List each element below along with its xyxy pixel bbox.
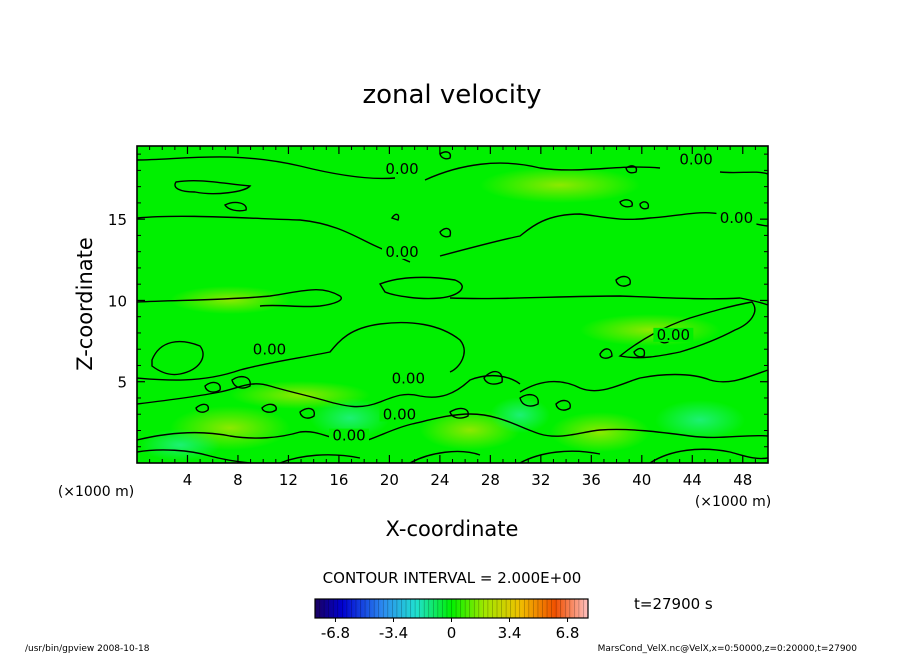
y-tick-label-15: 15 <box>108 211 127 229</box>
contour-label-bg <box>249 342 290 357</box>
y-axis: 5 10 15 <box>108 211 768 392</box>
time-label: t=27900 s <box>634 595 713 613</box>
contour-label: 0.00 <box>720 209 753 227</box>
x-axis: 4 8 12 16 20 24 28 32 36 40 44 48 <box>183 146 752 489</box>
colorbar-bands <box>319 599 584 618</box>
x-tick-label-44: 44 <box>683 471 702 489</box>
plot-area: 0.00 0.00 0.00 0.00 0.00 0.00 0.00 0.00 0.00 <box>136 145 769 464</box>
footer-left: /usr/bin/gpview 2008-10-18 <box>25 644 150 654</box>
contour-label: 0.00 <box>383 405 416 423</box>
x-tick-label-36: 36 <box>582 471 601 489</box>
field-shading <box>140 167 745 461</box>
contour-label: 0.00 <box>392 370 425 388</box>
y-tick-label-5: 5 <box>117 374 127 392</box>
x-tick-label-20: 20 <box>380 471 399 489</box>
colorbar: -6.8 -3.4 0 3.4 6.8 <box>314 598 589 642</box>
colorbar-tick-label: -3.4 <box>379 624 408 642</box>
contour-label: 0.00 <box>253 340 286 358</box>
x-tick-label-8: 8 <box>233 471 243 489</box>
colorbar-tick-label: -6.8 <box>321 624 350 642</box>
contour-label: 0.00 <box>385 243 418 261</box>
contour-interval-text: CONTOUR INTERVAL = 2.000E+00 <box>323 569 582 587</box>
y-axis-unit: (×1000 m) <box>58 484 134 500</box>
x-axis-unit: (×1000 m) <box>695 494 771 510</box>
colorbar-tick-label: 3.4 <box>498 624 522 642</box>
contour-label: 0.00 <box>679 150 712 168</box>
contour-label: 0.00 <box>385 160 418 178</box>
contour-label: 0.00 <box>332 427 365 445</box>
x-tick-label-16: 16 <box>329 471 348 489</box>
x-axis-label: X-coordinate <box>386 517 519 541</box>
contour-label-bg <box>716 210 757 225</box>
x-tick-label-24: 24 <box>430 471 449 489</box>
y-tick-label-10: 10 <box>108 292 127 310</box>
contour-label-bg <box>653 327 694 342</box>
x-tick-label-4: 4 <box>183 471 193 489</box>
x-tick-label-28: 28 <box>481 471 500 489</box>
contour-label-bg <box>382 244 423 259</box>
colorbar-tick-label: 6.8 <box>556 624 580 642</box>
contour-label-bg <box>676 152 717 167</box>
contour-label-bg <box>388 371 429 386</box>
colorbar-gradient <box>315 599 588 618</box>
y-minor-ticks <box>137 153 768 448</box>
chart-title: zonal velocity <box>362 80 541 110</box>
contour-label-bg <box>382 162 423 177</box>
contour-label: 0.00 <box>657 326 690 344</box>
contour-lines <box>137 151 768 463</box>
x-minor-ticks <box>149 146 756 463</box>
colorbar-tick-label: 0 <box>447 624 457 642</box>
x-tick-label-12: 12 <box>279 471 298 489</box>
x-tick-label-40: 40 <box>632 471 651 489</box>
footer-right: MarsCond_VelX.nc@VelX,x=0:50000,z=0:2000… <box>598 644 858 654</box>
y-axis-label: Z-coordinate <box>73 237 97 371</box>
colorbar-ticks: -6.8 -3.4 0 3.4 6.8 <box>321 618 580 642</box>
contour-label-bg <box>379 407 420 422</box>
contour-label-bg <box>329 428 370 443</box>
x-tick-label-32: 32 <box>531 471 550 489</box>
x-tick-label-48: 48 <box>733 471 752 489</box>
contour-labels: 0.00 0.00 0.00 0.00 0.00 0.00 0.00 0.00 0.00 <box>249 150 757 445</box>
